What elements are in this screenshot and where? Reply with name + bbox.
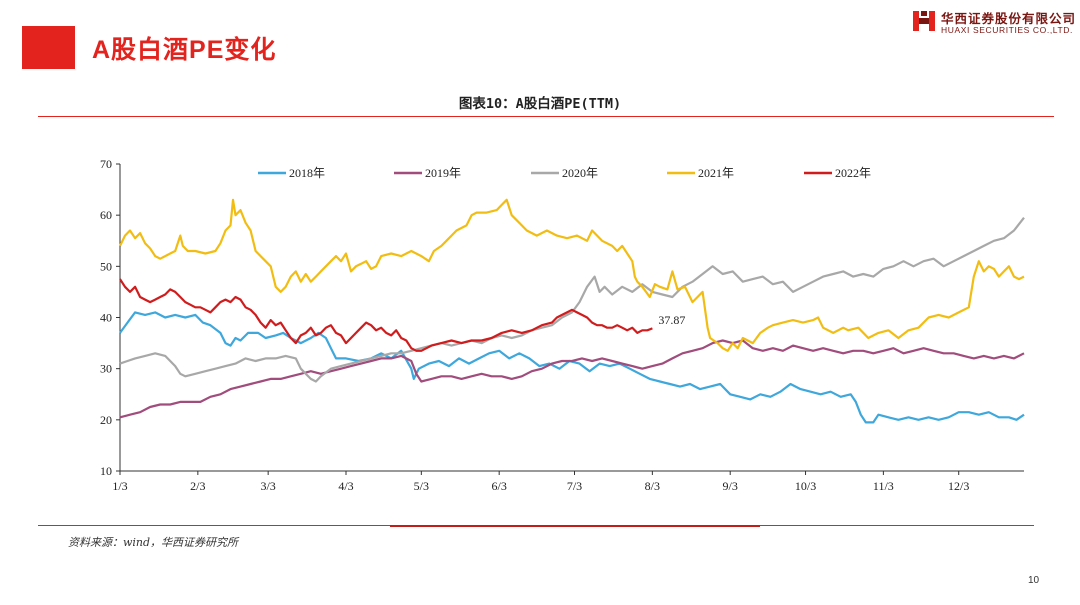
y-tick-label: 20 — [100, 413, 112, 427]
header-accent-block — [22, 26, 75, 69]
x-tick-label: 2/3 — [190, 479, 205, 493]
y-tick-label: 40 — [100, 311, 112, 325]
legend-label: 2020年 — [562, 166, 598, 180]
x-tick-label: 9/3 — [723, 479, 738, 493]
legend-label: 2018年 — [289, 166, 325, 180]
series-line-2018年 — [119, 311, 1025, 424]
x-tick-label: 4/3 — [338, 479, 353, 493]
x-tick-label: 1/3 — [112, 479, 127, 493]
source-note: 资料来源：wind，华西证券研究所 — [68, 536, 239, 549]
y-tick-label: 10 — [100, 464, 112, 478]
company-name-en: HUAXI SECURITIES CO.,LTD. — [941, 25, 1073, 35]
footer-divider-accent — [390, 525, 760, 527]
y-tick-label: 50 — [100, 259, 112, 273]
page-title: A股白酒PE变化 — [92, 36, 277, 64]
title-divider — [38, 116, 1054, 117]
series-line-2019年 — [119, 339, 1025, 419]
x-tick-label: 7/3 — [567, 479, 582, 493]
x-tick-label: 11/3 — [873, 479, 894, 493]
x-tick-label: 12/3 — [948, 479, 969, 493]
x-tick-label: 6/3 — [492, 479, 507, 493]
y-tick-label: 30 — [100, 362, 112, 376]
legend-label: 2021年 — [698, 166, 734, 180]
legend-label: 2022年 — [835, 166, 871, 180]
y-tick-label: 60 — [100, 208, 112, 222]
page-number: 10 — [1028, 575, 1040, 586]
series-line-2022年 — [119, 278, 653, 352]
x-tick-label: 3/3 — [260, 479, 275, 493]
series-line-2020年 — [119, 217, 1025, 383]
x-tick-label: 5/3 — [414, 479, 429, 493]
company-name-cn: 华西证券股份有限公司 — [941, 11, 1077, 26]
x-tick-label: 10/3 — [795, 479, 816, 493]
x-tick-label: 8/3 — [645, 479, 660, 493]
figure-title: 图表10：A股白酒PE(TTM) — [458, 96, 622, 112]
series-line-2021年 — [119, 198, 1025, 352]
y-tick-label: 70 — [100, 157, 112, 171]
annotation-label: 37.87 — [658, 313, 685, 327]
legend-label: 2019年 — [425, 166, 461, 180]
huaxi-logo-icon — [913, 11, 935, 31]
